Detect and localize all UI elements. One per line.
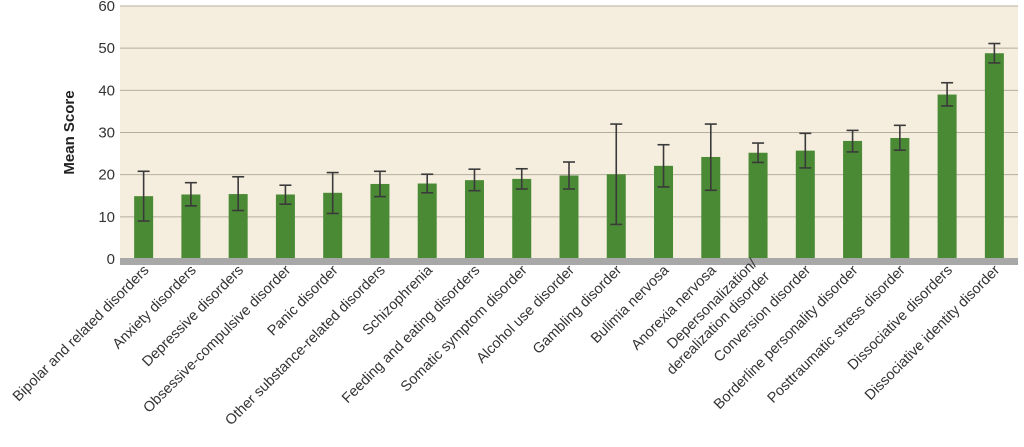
bar [559, 175, 579, 259]
error-bar [184, 181, 197, 207]
error-bar [373, 170, 386, 198]
y-tick-label: 60 [98, 0, 115, 15]
error-bar [279, 184, 292, 205]
y-tick-label: 50 [98, 40, 115, 57]
bar [890, 137, 910, 259]
error-bar [988, 42, 1001, 64]
bar [843, 140, 863, 259]
error-bar [704, 123, 717, 192]
error-bar [893, 124, 906, 152]
y-tick-label: 0 [107, 251, 115, 268]
bar [417, 183, 437, 259]
bars [134, 53, 1004, 259]
error-bar [421, 173, 434, 194]
bar [370, 183, 390, 259]
y-tick-label: 30 [98, 125, 115, 142]
error-bar [326, 171, 339, 215]
error-bar [468, 168, 481, 192]
bar [937, 94, 957, 259]
bar [748, 152, 768, 259]
error-bar [846, 129, 859, 153]
bar [701, 156, 721, 259]
bar [464, 180, 484, 259]
bar [134, 196, 154, 259]
category-label: Gambling disorder [530, 262, 625, 357]
bar [323, 192, 343, 259]
error-bar [137, 170, 150, 222]
category-label: Anxiety disorders [110, 263, 200, 353]
error-bar [657, 143, 670, 188]
y-axis-ticks: 0 10 20 30 40 50 60 [98, 0, 115, 268]
bar [795, 150, 815, 259]
y-tick-label: 10 [98, 209, 115, 226]
error-bar [232, 175, 245, 212]
x-axis-baseline [120, 258, 1018, 265]
error-bars [137, 42, 1001, 226]
error-bar [941, 81, 954, 107]
bar [984, 53, 1004, 259]
y-tick-label: 40 [98, 82, 115, 99]
error-bar [752, 142, 765, 164]
error-bar [563, 161, 575, 190]
error-bar [610, 123, 623, 226]
error-bar [515, 167, 528, 190]
bar [512, 178, 532, 259]
bar [275, 194, 295, 259]
y-tick-label: 20 [98, 167, 115, 184]
y-axis-title: Mean Score [61, 90, 78, 174]
bar [181, 194, 201, 259]
bar [654, 165, 674, 259]
error-bar [799, 132, 812, 169]
